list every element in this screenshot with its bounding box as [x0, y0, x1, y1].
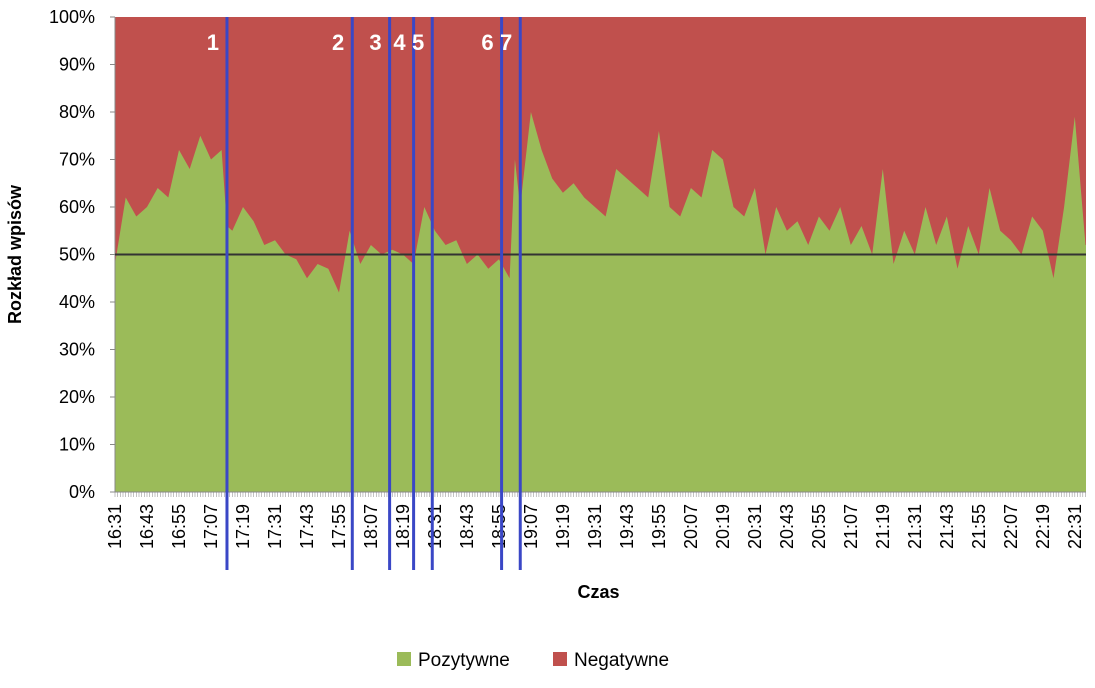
- legend-swatch-negatywne: [553, 652, 567, 666]
- x-tick-label: 18:19: [393, 504, 413, 549]
- x-tick-label: 19:19: [553, 504, 573, 549]
- marker-label-3: 3: [369, 30, 381, 55]
- x-tick-label: 18:07: [361, 504, 381, 549]
- y-tick-label: 10%: [59, 435, 95, 455]
- marker-label-2: 2: [332, 30, 344, 55]
- x-axis-minor-ticks: [114, 491, 1086, 497]
- x-tick-label: 19:55: [649, 504, 669, 549]
- x-tick-label: 20:19: [713, 504, 733, 549]
- x-tick-label: 20:07: [681, 504, 701, 549]
- y-tick-label: 40%: [59, 292, 95, 312]
- x-tick-label: 22:19: [1033, 504, 1053, 549]
- x-tick-label: 20:31: [745, 504, 765, 549]
- y-tick-label: 0%: [69, 482, 95, 502]
- y-tick-label: 20%: [59, 387, 95, 407]
- x-tick-label: 22:07: [1001, 504, 1021, 549]
- marker-label-4: 4: [393, 30, 406, 55]
- legend: Pozytywne Negatywne: [397, 650, 669, 671]
- x-tick-label: 19:07: [521, 504, 541, 549]
- x-axis-title: Czas: [577, 582, 619, 602]
- x-tick-label: 18:55: [489, 504, 509, 549]
- x-tick-label: 21:55: [969, 504, 989, 549]
- x-tick-label: 19:31: [585, 504, 605, 549]
- y-tick-label: 70%: [59, 150, 95, 170]
- x-tick-label: 17:19: [233, 504, 253, 549]
- x-tick-label: 21:43: [937, 504, 957, 549]
- legend-swatch-pozytywne: [397, 652, 411, 666]
- series-area-pozytywne: [115, 112, 1086, 492]
- x-tick-label: 21:19: [873, 504, 893, 549]
- y-tick-label: 50%: [59, 245, 95, 265]
- marker-label-5: 5: [412, 30, 424, 55]
- legend-label-pozytywne: Pozytywne: [418, 650, 510, 671]
- x-tick-label: 20:55: [809, 504, 829, 549]
- y-tick-label: 90%: [59, 55, 95, 75]
- marker-label-1: 1: [207, 30, 219, 55]
- x-tick-label: 17:31: [265, 504, 285, 549]
- x-tick-label: 18:43: [457, 504, 477, 549]
- x-tick-label: 17:55: [329, 504, 349, 549]
- y-tick-label: 60%: [59, 197, 95, 217]
- x-tick-label: 16:55: [169, 504, 189, 549]
- x-axis-ticks: 16:31 16:43 16:55 17:07 17:19 17:31 17:43 17:55…: [105, 504, 1085, 549]
- y-axis-ticks: 0% 10% 20% 30% 40% 50% 60% 70% 80% 90% 100%: [49, 7, 116, 502]
- x-tick-label: 16:31: [105, 504, 125, 549]
- x-tick-label: 17:07: [201, 504, 221, 549]
- legend-label-negatywne: Negatywne: [574, 650, 669, 671]
- y-tick-label: 100%: [49, 7, 95, 27]
- y-tick-label: 30%: [59, 340, 95, 360]
- y-tick-label: 80%: [59, 102, 95, 122]
- y-axis-title: Rozkład wpisów: [5, 184, 25, 324]
- x-tick-label: 21:31: [905, 504, 925, 549]
- x-tick-label: 22:31: [1065, 504, 1085, 549]
- x-tick-label: 16:43: [137, 504, 157, 549]
- marker-label-7: 7: [500, 30, 512, 55]
- marker-label-6: 6: [481, 30, 493, 55]
- x-tick-label: 18:31: [425, 504, 445, 549]
- x-tick-label: 19:43: [617, 504, 637, 549]
- x-tick-label: 21:07: [841, 504, 861, 549]
- x-tick-label: 20:43: [777, 504, 797, 549]
- x-tick-label: 17:43: [297, 504, 317, 549]
